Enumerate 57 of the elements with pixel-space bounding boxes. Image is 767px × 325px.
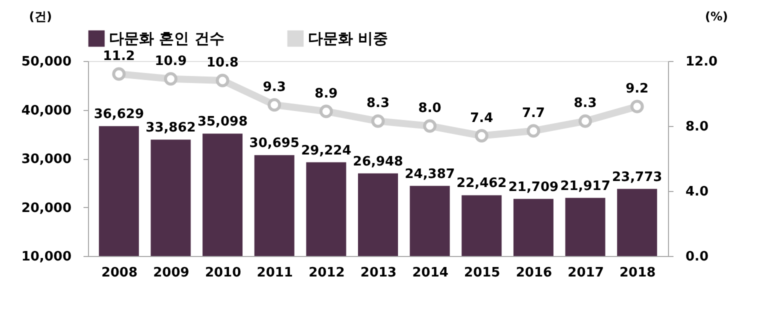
data-label: 10.8 — [206, 56, 239, 70]
point — [371, 114, 385, 128]
legend-label: 다문화 혼인 건수 — [109, 30, 224, 48]
data-label: 26,948 — [352, 154, 404, 170]
point — [630, 100, 644, 114]
data-label: 11.2 — [102, 49, 135, 64]
x-tick-label: 2012 — [308, 266, 345, 280]
x-tick-label: 2009 — [153, 266, 190, 280]
point — [474, 129, 488, 142]
x-tick-label: 2017 — [568, 266, 604, 280]
x-tick-label: 2014 — [412, 266, 448, 280]
data-label: 35,098 — [197, 114, 248, 130]
y2-tick-label: 8.0 — [686, 120, 709, 134]
point — [112, 67, 126, 81]
data-label: 8.0 — [418, 101, 442, 116]
data-label: 23,773 — [612, 170, 662, 185]
legend-label: 다문화 비중 — [308, 30, 388, 48]
point — [526, 124, 540, 138]
data-label: 33,862 — [146, 120, 196, 136]
point — [216, 74, 230, 88]
data-label: 8.9 — [314, 86, 338, 102]
point — [319, 104, 333, 118]
data-label: 8.3 — [366, 96, 390, 112]
point — [578, 114, 592, 128]
y2-tick-label: 4.0 — [686, 184, 709, 200]
data-label: 7.4 — [470, 110, 494, 126]
y2-tick-label: 0.0 — [686, 250, 709, 264]
y-tick-label: 40,000 — [21, 103, 72, 118]
data-label: 8.3 — [574, 96, 597, 112]
point — [268, 98, 282, 112]
y-tick-label: 50,000 — [21, 54, 72, 70]
data-label: 21,709 — [508, 180, 559, 195]
x-tick-label: 2010 — [204, 266, 242, 280]
data-label: 10.9 — [154, 54, 187, 69]
data-label: 22,462 — [456, 176, 507, 192]
data-label: 29,224 — [301, 143, 352, 158]
data-label: 9.2 — [626, 82, 649, 96]
y2-axis-title: (%) — [705, 10, 728, 24]
data-label: 24,387 — [404, 166, 455, 182]
data-label: 7.7 — [522, 106, 545, 121]
x-tick-label: 2016 — [516, 266, 552, 280]
y-tick-label: 20,000 — [21, 200, 72, 216]
y-axis-title: (건) — [29, 10, 52, 24]
y-tick-label: 30,000 — [21, 152, 72, 167]
x-tick-label: 2011 — [256, 266, 293, 280]
y-tick-label: 10,000 — [21, 250, 72, 264]
data-label: 30,695 — [249, 136, 300, 152]
point — [423, 119, 437, 133]
data-label: 21,917 — [560, 178, 610, 194]
x-tick-label: 2013 — [360, 266, 397, 280]
x-tick-label: 2008 — [101, 266, 138, 280]
data-label: 36,629 — [94, 107, 144, 122]
point — [164, 72, 178, 86]
x-tick-label: 2015 — [464, 266, 500, 280]
y2-tick-label: 12.0 — [686, 54, 718, 70]
x-tick-label: 2018 — [619, 266, 656, 280]
data-label: 9.3 — [262, 80, 286, 95]
